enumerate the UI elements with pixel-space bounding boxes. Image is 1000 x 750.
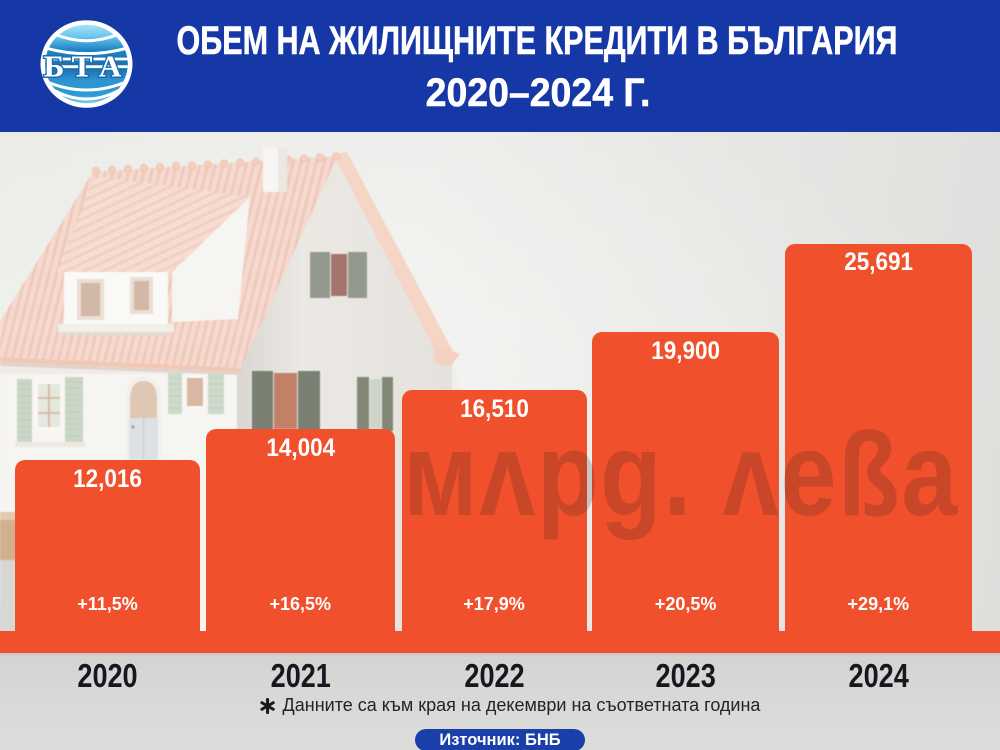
svg-text:БТА: БТА [44, 49, 130, 84]
svg-text:БТА: БТА [44, 49, 130, 84]
